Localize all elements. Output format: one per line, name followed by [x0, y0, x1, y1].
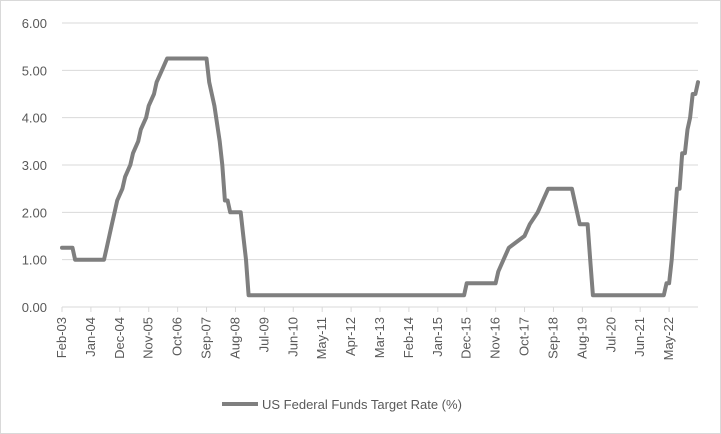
x-tick-label-3: Nov-05 [141, 317, 156, 359]
x-tick-label-18: Aug-19 [574, 317, 589, 359]
x-tick-label-4: Oct-06 [170, 317, 185, 356]
y-tick-label-6: 6.00 [22, 16, 47, 31]
x-tick-label-19: Jul-20 [603, 317, 618, 352]
y-tick-label-3: 3.00 [22, 158, 47, 173]
x-tick-label-14: Dec-15 [459, 317, 474, 359]
x-axis-labels: Feb-03 Jan-04 Dec-04 Nov-05 Oct-06 Sep-07 Aug-… [54, 317, 676, 360]
x-tick-label-20: Jun-21 [632, 317, 647, 357]
legend-label: US Federal Funds Target Rate (%) [262, 397, 462, 412]
x-tick-label-12: Feb-14 [401, 317, 416, 358]
x-tick-label-9: May-11 [314, 317, 329, 359]
x-tick-label-13: Jan-15 [430, 317, 445, 357]
y-tick-label-1: 1.00 [22, 253, 47, 268]
legend: US Federal Funds Target Rate (%) [222, 397, 462, 412]
x-tick-label-1: Jan-04 [83, 317, 98, 357]
y-tick-label-5: 5.00 [22, 63, 47, 78]
x-tick-label-8: Jun-10 [285, 317, 300, 357]
y-tick-label-4: 4.00 [22, 111, 47, 126]
series-line-fed-funds-rate [60, 56, 700, 298]
x-tick-label-6: Aug-08 [227, 317, 242, 359]
x-tick-label-17: Sep-18 [545, 317, 560, 359]
x-tick-label-2: Dec-04 [112, 317, 127, 359]
x-tick-label-7: Jul-09 [256, 317, 271, 352]
x-tick-label-10: Apr-12 [343, 317, 358, 356]
x-tick-label-0: Feb-03 [54, 317, 69, 358]
x-tick-label-16: Oct-17 [517, 317, 532, 356]
x-tick-label-5: Sep-07 [199, 317, 214, 359]
x-tick-label-15: Nov-16 [488, 317, 503, 359]
x-axis-ticks [61, 307, 670, 312]
y-tick-label-0: 0.00 [22, 300, 47, 315]
y-axis-labels: 0.00 1.00 2.00 3.00 4.00 5.00 6.00 [22, 16, 47, 315]
x-tick-label-11: Mar-13 [372, 317, 387, 358]
gridlines [62, 22, 698, 261]
x-tick-label-21: May-22 [661, 317, 676, 360]
y-tick-label-2: 2.00 [22, 205, 47, 220]
